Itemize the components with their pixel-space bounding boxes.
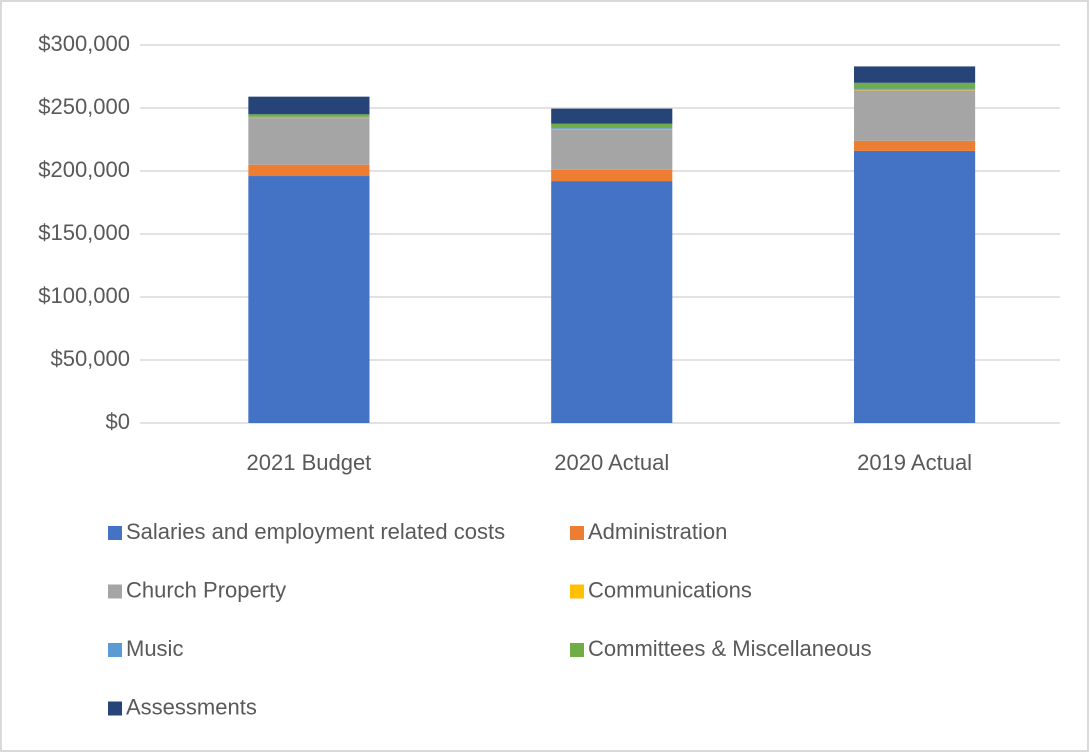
bar-segment [551, 129, 673, 170]
bar-segment [248, 164, 370, 177]
legend-swatch [108, 643, 122, 657]
bar-segment [854, 88, 976, 90]
bar-segment [551, 123, 673, 128]
bar-segment [854, 140, 976, 151]
bar-segment [551, 181, 673, 423]
bar-segment [248, 96, 370, 115]
legend-label: Assessments [126, 694, 257, 719]
y-tick-label: $50,000 [50, 346, 130, 371]
legend-swatch [570, 526, 584, 540]
y-tick-label: $0 [106, 409, 130, 434]
legend-label: Administration [588, 519, 727, 544]
legend-label: Salaries and employment related costs [126, 519, 505, 544]
bar-segment [854, 150, 976, 423]
legend-label: Committees & Miscellaneous [588, 636, 872, 661]
legend-swatch [108, 526, 122, 540]
bar-segment [248, 118, 370, 165]
y-tick-label: $300,000 [38, 31, 130, 56]
bar-segment [551, 128, 673, 130]
bar-segment [248, 116, 370, 118]
legend-swatch [108, 701, 122, 716]
bar-segment [551, 127, 673, 129]
bar-segment [854, 82, 976, 89]
bar-segment [248, 117, 370, 119]
y-tick-label: $250,000 [38, 94, 130, 119]
bar-segment [551, 169, 673, 182]
y-tick-label: $200,000 [38, 157, 130, 182]
bar-segment [248, 176, 370, 423]
y-tick-label: $150,000 [38, 220, 130, 245]
legend-swatch [570, 643, 584, 657]
legend-label: Communications [588, 577, 752, 602]
legend-label: Church Property [126, 577, 286, 602]
legend-label: Music [126, 636, 183, 661]
x-tick-label: 2019 Actual [857, 450, 972, 475]
x-tick-label: 2020 Actual [554, 450, 669, 475]
y-tick-label: $100,000 [38, 283, 130, 308]
bar-segment [854, 66, 976, 83]
bar-segment [248, 114, 370, 117]
x-tick-label: 2021 Budget [247, 450, 372, 475]
bar-segment [854, 89, 976, 91]
legend-swatch [108, 584, 122, 599]
bar-segment [854, 90, 976, 141]
legend-swatch [570, 584, 584, 599]
bar-segment [551, 108, 673, 124]
